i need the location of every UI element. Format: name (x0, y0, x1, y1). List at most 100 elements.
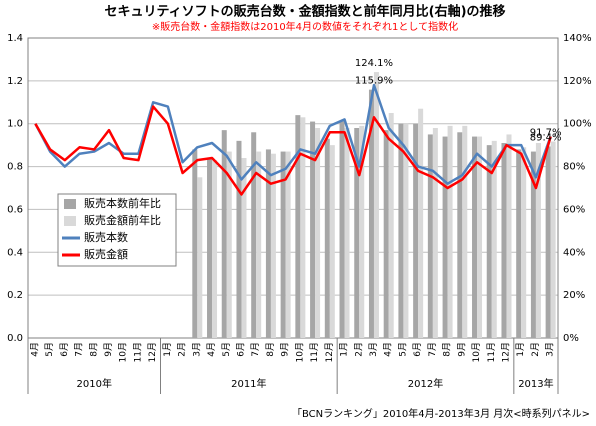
bar (207, 158, 213, 338)
bar (192, 149, 198, 338)
bar (315, 128, 321, 338)
bar (359, 125, 365, 338)
x-tick-label: 9月 (103, 342, 114, 357)
bar (530, 151, 536, 338)
y2-tick-label: 20% (563, 290, 585, 301)
x-tick-label: 1月 (515, 342, 526, 357)
x-tick-label: 2月 (353, 342, 364, 357)
chart-title: セキュリティソフトの販売台数・金額指数と前年同月比(右軸)の推移 (104, 4, 505, 20)
x-tick-label: 6月 (412, 342, 423, 357)
bar (324, 138, 330, 338)
bar (368, 89, 374, 339)
bar (285, 151, 291, 338)
bar (212, 160, 218, 338)
bar (477, 136, 483, 338)
y2-tick-label: 0% (563, 333, 579, 344)
x-tick-label: 10月 (294, 342, 305, 362)
x-tick-label: 12月 (147, 342, 158, 362)
bar (462, 125, 468, 338)
y2-tick-label: 100% (563, 119, 592, 130)
legend-swatch (64, 216, 76, 226)
bar (241, 158, 247, 338)
x-tick-label: 8月 (442, 342, 453, 357)
x-tick-label: 7月 (74, 342, 85, 357)
y2-tick-label: 120% (563, 76, 592, 87)
x-tick-label: 11月 (486, 342, 497, 362)
legend-label: 販売金額前年比 (84, 213, 161, 227)
bar (447, 125, 453, 338)
bar (442, 136, 448, 338)
y2-tick-label: 60% (563, 204, 585, 215)
x-tick-label: 8月 (88, 342, 99, 357)
bar (506, 134, 512, 338)
bar (457, 132, 463, 338)
year-label: 2010年 (77, 377, 112, 390)
chart-subtitle: ※販売台数・金額指数は2010年4月の数値をそれぞれ1として指数化 (152, 20, 458, 33)
x-tick-label: 9月 (456, 342, 467, 357)
line (34, 105, 552, 196)
bar (491, 140, 497, 338)
bar (221, 130, 227, 338)
bar (226, 151, 232, 338)
bar (339, 121, 345, 338)
bar (280, 151, 286, 338)
x-tick-label: 2月 (177, 342, 188, 357)
bar (236, 140, 242, 338)
x-tick-label: 9月 (280, 342, 291, 357)
bar (545, 146, 551, 338)
data-label: 115.9% (355, 76, 393, 87)
bar (251, 132, 257, 338)
y-tick-label: 0.4 (7, 247, 23, 258)
bar (432, 128, 438, 338)
year-label: 2012年 (408, 377, 443, 390)
x-tick-label: 11月 (132, 342, 143, 362)
x-tick-label: 1月 (339, 342, 350, 357)
bar (535, 143, 541, 338)
bar (344, 128, 350, 338)
bar (398, 123, 404, 338)
bar (295, 115, 301, 339)
y-tick-label: 0.8 (7, 162, 23, 173)
y-tick-label: 1.0 (7, 119, 23, 130)
bar (256, 151, 262, 338)
x-tick-label: 10月 (471, 342, 482, 362)
legend-label: 販売本数前年比 (84, 196, 161, 210)
data-label: 91.7% (530, 128, 562, 139)
bar (418, 108, 424, 338)
legend-label: 販売金額 (84, 247, 128, 261)
x-tick-label: 3月 (191, 342, 202, 357)
x-tick-label: 6月 (235, 342, 246, 357)
data-label: 124.1% (355, 58, 393, 69)
y-tick-label: 0.2 (7, 290, 23, 301)
x-tick-label: 12月 (324, 342, 335, 362)
bar (373, 72, 379, 339)
bar (197, 177, 203, 338)
y-tick-label: 0.6 (7, 204, 23, 215)
bar (516, 149, 522, 338)
x-tick-label: 4月 (206, 342, 217, 357)
y-tick-label: 0.0 (7, 333, 23, 344)
x-tick-label: 6月 (59, 342, 70, 357)
x-tick-label: 12月 (500, 342, 511, 362)
x-tick-label: 4月 (29, 342, 40, 357)
x-tick-label: 11月 (309, 342, 320, 362)
x-tick-label: 7月 (427, 342, 438, 357)
bar (550, 141, 556, 338)
bar (310, 121, 316, 338)
x-tick-label: 5月 (44, 342, 55, 357)
x-tick-label: 10月 (118, 342, 129, 362)
x-tick-label: 2月 (530, 342, 541, 357)
legend-swatch (64, 199, 76, 209)
bar (270, 153, 276, 338)
y-tick-label: 1.4 (7, 33, 23, 44)
y-tick-label: 1.2 (7, 76, 23, 87)
data-label: 89.4% (530, 132, 562, 143)
bar (354, 128, 360, 338)
x-tick-label: 7月 (250, 342, 261, 357)
bar (486, 145, 492, 338)
source-note: 「BCNランキング」2010年4月-2013年3月 月次<時系列パネル> (292, 407, 590, 420)
x-tick-label: 3月 (368, 342, 379, 357)
